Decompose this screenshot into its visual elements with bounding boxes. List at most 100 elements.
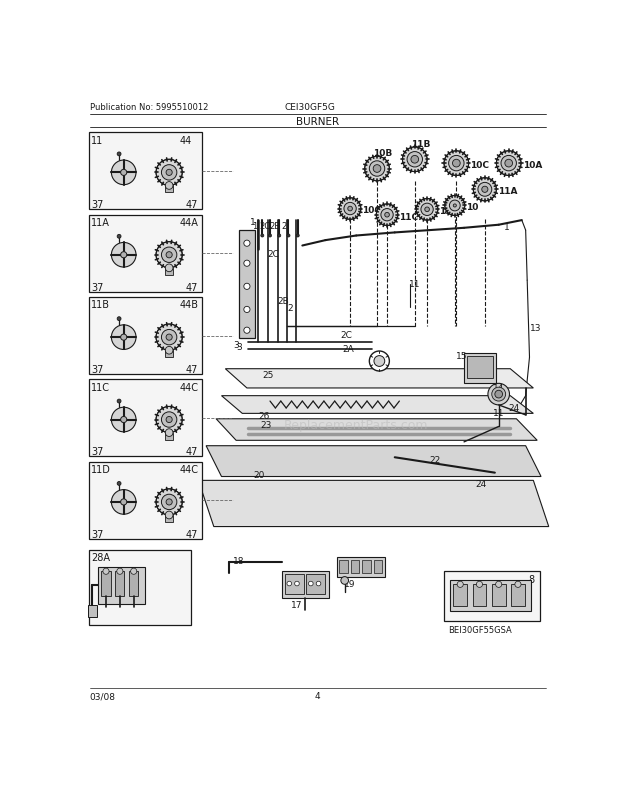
Bar — [492, 585, 506, 606]
Circle shape — [244, 284, 250, 290]
Bar — [99, 567, 144, 604]
Bar — [464, 354, 497, 383]
Text: 11A: 11A — [498, 187, 518, 196]
Text: 37: 37 — [91, 529, 104, 539]
Text: 10C: 10C — [470, 161, 489, 170]
Circle shape — [445, 196, 465, 217]
Text: 2B: 2B — [269, 221, 280, 231]
Text: 2C: 2C — [268, 250, 280, 259]
Circle shape — [473, 179, 497, 201]
Bar — [285, 574, 304, 593]
Circle shape — [117, 235, 121, 239]
Circle shape — [492, 387, 506, 402]
Text: 2C: 2C — [260, 221, 271, 231]
Circle shape — [385, 213, 389, 218]
Text: 14: 14 — [493, 383, 505, 392]
Circle shape — [476, 581, 482, 588]
Circle shape — [453, 160, 460, 168]
Circle shape — [161, 412, 177, 427]
Circle shape — [156, 489, 182, 516]
Bar — [89, 462, 202, 539]
Bar — [166, 433, 173, 440]
Circle shape — [444, 152, 469, 176]
Circle shape — [296, 235, 299, 237]
Bar — [89, 133, 202, 210]
Circle shape — [166, 417, 172, 423]
Bar — [351, 561, 360, 573]
Bar — [337, 557, 385, 577]
Bar — [115, 572, 125, 596]
Polygon shape — [198, 480, 549, 527]
Circle shape — [161, 165, 177, 180]
Circle shape — [316, 581, 321, 586]
Circle shape — [482, 187, 488, 193]
Circle shape — [244, 328, 250, 334]
Text: 10C: 10C — [363, 206, 381, 215]
Bar — [339, 561, 348, 573]
Text: CEI30GF5G: CEI30GF5G — [285, 103, 335, 111]
Text: 11: 11 — [91, 136, 104, 145]
Circle shape — [121, 170, 127, 176]
Text: 2: 2 — [281, 221, 286, 231]
Circle shape — [478, 183, 492, 197]
Bar — [444, 572, 540, 622]
Text: 37: 37 — [91, 200, 104, 210]
Circle shape — [407, 152, 422, 168]
Circle shape — [121, 499, 127, 505]
Text: 11C: 11C — [91, 383, 110, 392]
Text: 11C: 11C — [399, 213, 419, 221]
Text: 22: 22 — [430, 456, 441, 464]
Circle shape — [117, 482, 121, 486]
Circle shape — [370, 351, 389, 371]
Text: ReplacementParts.com: ReplacementParts.com — [284, 419, 428, 432]
Circle shape — [166, 334, 172, 341]
Text: 44A: 44A — [179, 218, 198, 228]
Circle shape — [121, 253, 127, 258]
Circle shape — [117, 399, 121, 403]
Bar — [102, 572, 110, 596]
Text: 1: 1 — [250, 218, 255, 227]
Circle shape — [156, 407, 182, 433]
Bar — [374, 561, 383, 573]
Circle shape — [450, 200, 460, 212]
Circle shape — [370, 162, 385, 177]
Bar — [239, 231, 255, 338]
Text: 13: 13 — [530, 323, 542, 332]
Circle shape — [166, 182, 173, 190]
Circle shape — [261, 235, 264, 237]
Text: 17: 17 — [291, 601, 303, 610]
Text: 3: 3 — [233, 341, 239, 350]
Circle shape — [488, 384, 510, 405]
Circle shape — [103, 569, 109, 574]
Text: 1: 1 — [252, 221, 257, 231]
Circle shape — [402, 148, 427, 172]
Text: 11B: 11B — [411, 140, 430, 149]
Circle shape — [416, 199, 438, 221]
Circle shape — [112, 161, 136, 185]
Bar — [281, 572, 329, 598]
Polygon shape — [216, 419, 537, 441]
Text: BEI30GF55GSA: BEI30GF55GSA — [448, 626, 512, 634]
Circle shape — [244, 241, 250, 247]
Circle shape — [112, 326, 136, 350]
Text: 44B: 44B — [179, 300, 198, 310]
Circle shape — [166, 265, 173, 273]
Text: 37: 37 — [91, 447, 104, 457]
Circle shape — [244, 307, 250, 313]
Bar — [89, 380, 202, 457]
Text: 23: 23 — [260, 421, 272, 430]
Circle shape — [339, 199, 361, 220]
Text: 1: 1 — [504, 223, 510, 232]
Text: 19: 19 — [344, 579, 356, 588]
Text: 44: 44 — [179, 136, 192, 145]
Circle shape — [341, 577, 348, 585]
Text: 2C: 2C — [341, 330, 353, 340]
Text: 11A: 11A — [91, 218, 110, 228]
Circle shape — [131, 569, 137, 574]
Text: 11B: 11B — [91, 300, 110, 310]
Circle shape — [376, 205, 398, 226]
Circle shape — [166, 347, 173, 354]
Bar — [89, 298, 202, 375]
Circle shape — [161, 495, 177, 510]
Bar — [467, 357, 494, 379]
